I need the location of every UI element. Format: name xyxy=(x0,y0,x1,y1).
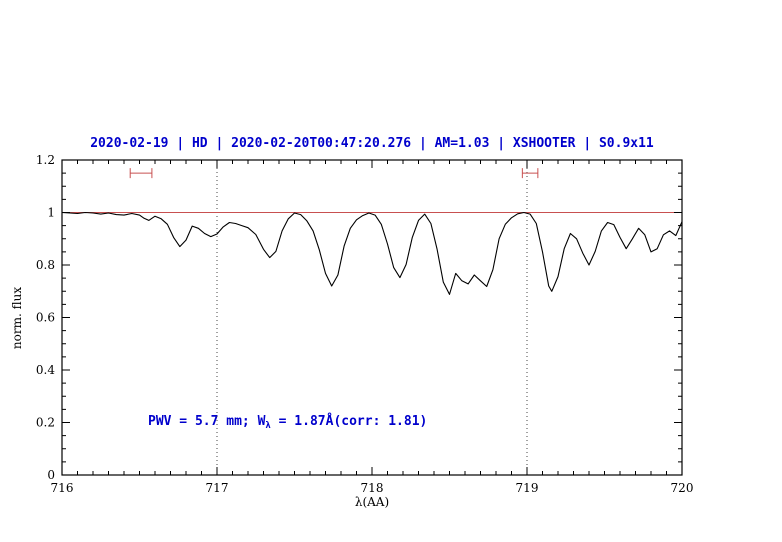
plot-title: 2020-02-19 | HD | 2020-02-20T00:47:20.27… xyxy=(90,136,654,151)
y-tick-label: 0.4 xyxy=(36,363,55,377)
x-tick-label: 720 xyxy=(671,481,694,495)
x-tick-label: 717 xyxy=(206,481,229,495)
x-axis-label: λ(AA) xyxy=(354,495,390,509)
pwv-annotation-subscript: λ xyxy=(265,421,271,431)
pwv-annotation-pre: PWV = 5.7 mm; W xyxy=(148,414,266,429)
y-tick-label: 1 xyxy=(47,206,55,220)
y-tick-label: 0.2 xyxy=(36,416,55,430)
spectrum-polyline xyxy=(61,211,683,295)
y-tick-label: 0.8 xyxy=(36,258,55,272)
y-tick-label: 0.6 xyxy=(36,311,55,325)
x-tick-label: 719 xyxy=(516,481,539,495)
y-tick-label: 1.2 xyxy=(36,153,55,167)
y-tick-label: 0 xyxy=(47,468,55,482)
axis-box xyxy=(61,159,683,476)
x-tick-label: 716 xyxy=(51,481,74,495)
pwv-annotation-post: = 1.87Å(corr: 1.81) xyxy=(270,414,428,429)
x-tick-label: 718 xyxy=(361,481,384,495)
pwv-annotation: PWV = 5.7 mm; Wλ = 1.87Å(corr: 1.81) xyxy=(148,414,427,431)
